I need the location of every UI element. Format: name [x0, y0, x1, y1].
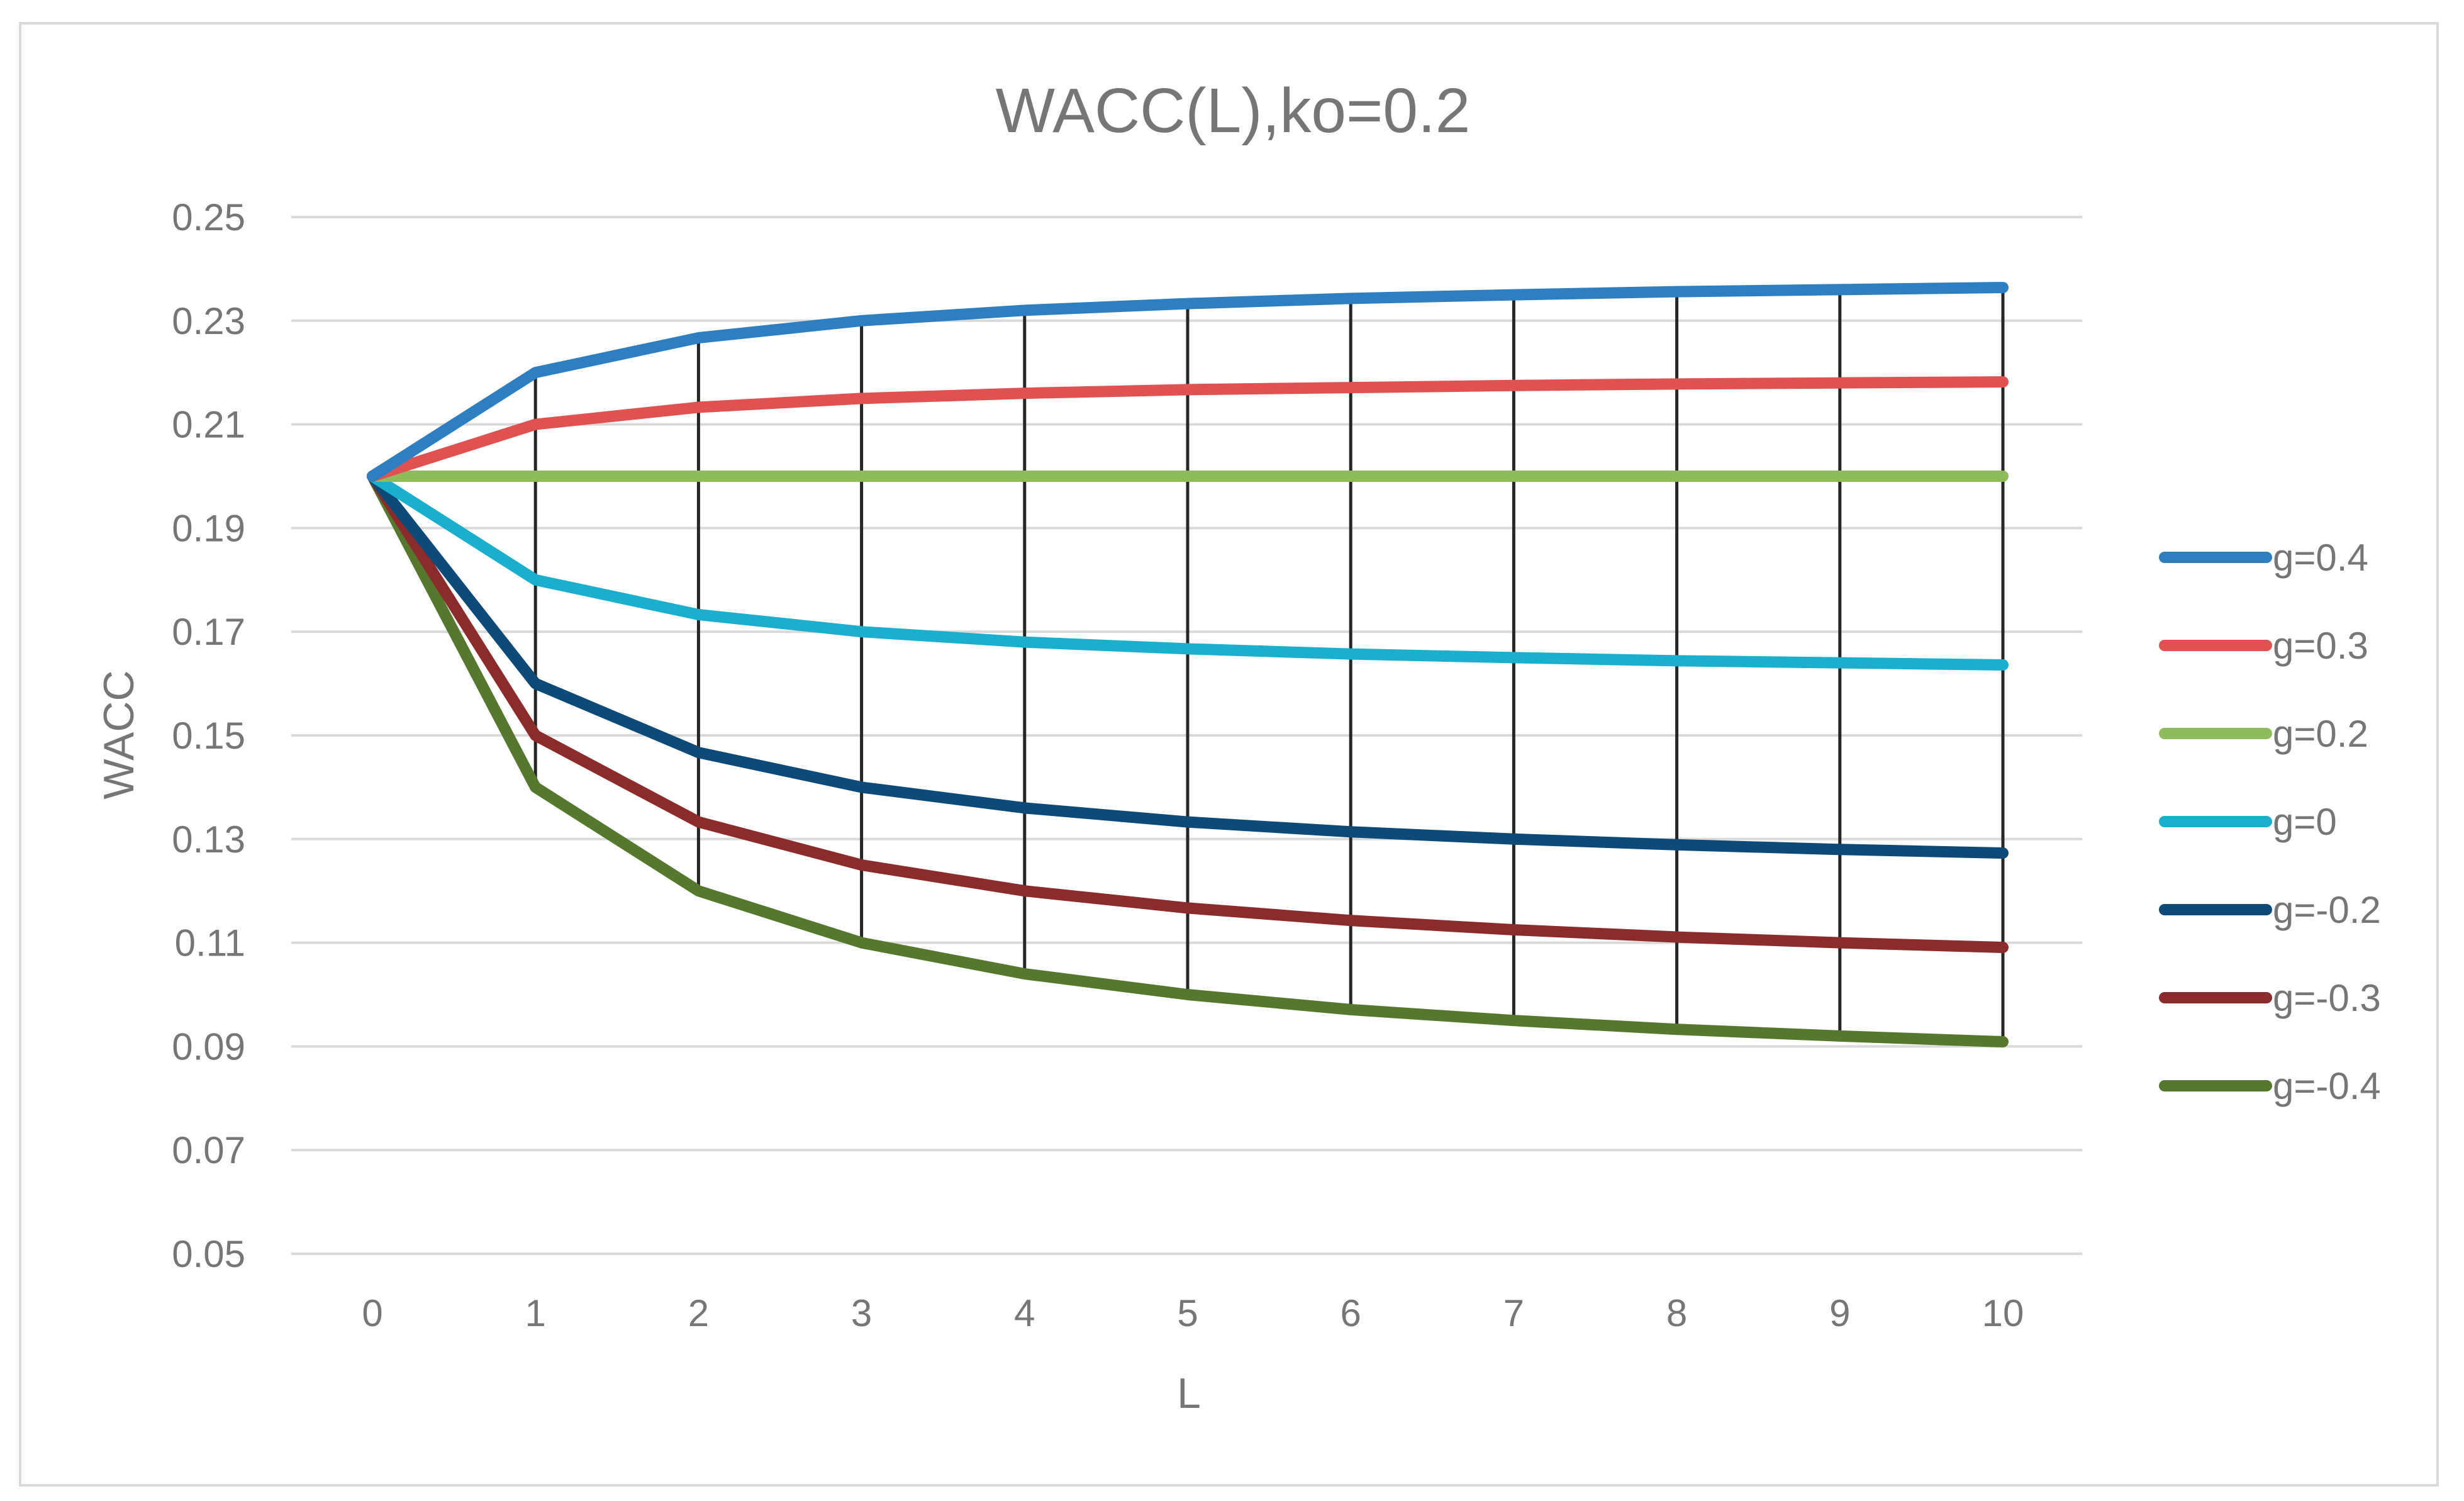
- series-line-g=0.4: [367, 282, 2009, 482]
- series-line-g=0: [367, 471, 2009, 671]
- legend-label: g=0: [2273, 801, 2337, 843]
- x-tick-label: 2: [688, 1292, 709, 1334]
- y-tick-label: 0.09: [172, 1025, 245, 1068]
- x-tick-label: 10: [1982, 1292, 2024, 1334]
- x-tick-label: 6: [1341, 1292, 1361, 1334]
- x-axis-title: L: [1177, 1370, 1201, 1417]
- series-line-g=-0.3: [367, 471, 2009, 954]
- y-tick-label: 0.13: [172, 818, 245, 861]
- y-tick-label: 0.11: [175, 922, 245, 964]
- legend-label: g=-0.3: [2273, 977, 2381, 1019]
- y-tick-label: 0.25: [172, 196, 245, 238]
- series-line-g=-0.2: [367, 471, 2009, 859]
- x-tick-label: 5: [1177, 1292, 1198, 1334]
- y-tick-label: 0.19: [172, 507, 245, 549]
- x-tick-label: 1: [525, 1292, 546, 1334]
- legend-label: g=-0.4: [2273, 1065, 2381, 1107]
- y-axis-ticks: 0.05 0.07 0.09 0.11 0.13 0.15 0.17 0.19 0.21 0.23…: [172, 196, 245, 1275]
- x-tick-label: 0: [362, 1292, 382, 1334]
- x-tick-label: 7: [1503, 1292, 1524, 1334]
- y-tick-label: 0.07: [172, 1129, 245, 1171]
- x-axis-ticks: 0 1 2 3 4 5 6 7 8 9 10: [362, 1292, 2024, 1334]
- y-tick-label: 0.15: [172, 715, 245, 757]
- y-tick-label: 0.05: [172, 1233, 245, 1275]
- y-axis-title: WACC: [95, 670, 143, 799]
- legend-label: g=0.2: [2273, 713, 2368, 755]
- legend: g=0.4 g=0.3 g=0.2 g=0 g=-0.2 g=-0.3 g=-0.4: [2159, 537, 2381, 1107]
- series-lines: [367, 282, 2009, 1047]
- legend-label: g=0.3: [2273, 625, 2368, 667]
- legend-label: g=0.4: [2273, 537, 2368, 579]
- legend-label: g=-0.2: [2273, 889, 2381, 931]
- x-tick-label: 3: [851, 1292, 872, 1334]
- x-tick-label: 4: [1014, 1292, 1035, 1334]
- y-tick-label: 0.21: [172, 404, 245, 446]
- series-line-g=0.3: [367, 376, 2009, 482]
- chart-title: WACC(L),ko=0.2: [996, 75, 1471, 146]
- y-tick-label: 0.23: [172, 300, 245, 342]
- series-line-g=-0.4: [367, 471, 2009, 1047]
- chart-frame: [19, 22, 2439, 1487]
- y-tick-label: 0.17: [172, 611, 245, 653]
- x-tick-label: 8: [1666, 1292, 1687, 1334]
- x-tick-label: 9: [1829, 1292, 1850, 1334]
